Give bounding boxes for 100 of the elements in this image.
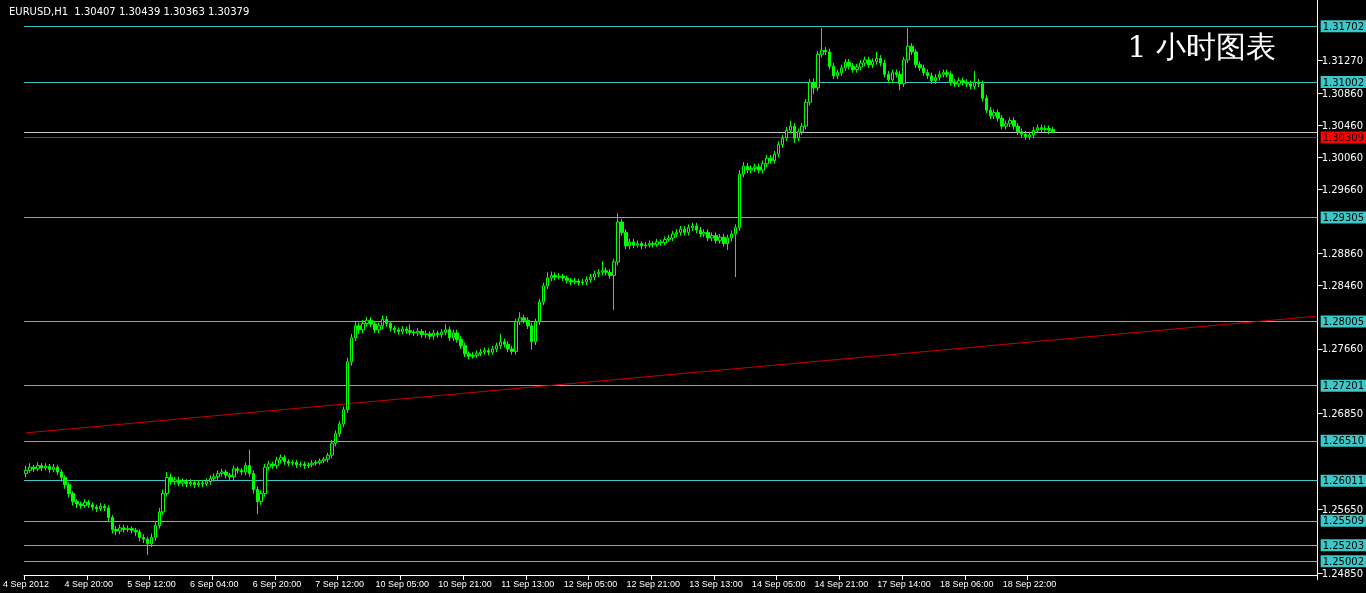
candlestick <box>44 462 47 471</box>
candlestick <box>891 68 894 84</box>
candlestick <box>373 321 377 334</box>
candlestick <box>295 459 298 469</box>
candlestick <box>24 465 28 479</box>
ref-line-label: 1.26011 <box>1322 475 1365 487</box>
candlestick <box>632 238 635 249</box>
x-tick-label: 14 Sep 05:00 <box>751 578 806 589</box>
candlestick <box>675 228 678 238</box>
candlestick <box>659 239 663 247</box>
candlestick <box>577 278 580 287</box>
candlestick <box>130 525 134 534</box>
candlestick <box>702 228 706 238</box>
candlestick <box>930 72 933 85</box>
candlestick <box>220 468 224 478</box>
candlestick <box>867 56 871 69</box>
candlestick <box>436 330 439 339</box>
candlestick <box>40 462 43 472</box>
candlestick <box>593 270 596 281</box>
y-tick-label: 1.30860 <box>1321 87 1364 99</box>
candlestick <box>432 329 435 340</box>
candlestick <box>393 325 396 334</box>
candlestick <box>216 469 220 481</box>
y-tick-label: 1.28460 <box>1321 279 1364 291</box>
x-tick-label: 12 Sep 05:00 <box>563 578 618 589</box>
candlestick <box>651 240 655 249</box>
candlestick <box>691 222 694 232</box>
candlestick <box>283 454 286 466</box>
x-tick-label: 6 Sep 20:00 <box>252 578 302 589</box>
candlestick <box>640 240 643 250</box>
candlestick <box>695 222 698 234</box>
candlestick <box>448 326 451 342</box>
candlestick <box>506 340 510 353</box>
candlestick <box>173 476 177 486</box>
ref-line-label: 1.29305 <box>1322 212 1365 224</box>
candlestick <box>499 333 502 350</box>
candlestick <box>87 499 90 509</box>
candlestick <box>138 528 141 542</box>
candlestick <box>938 70 941 82</box>
candlestick <box>401 325 404 336</box>
candlestick <box>299 461 302 468</box>
candlestick <box>601 260 604 277</box>
candlestick <box>83 498 87 509</box>
candlestick <box>926 68 929 80</box>
x-tick-label: 17 Sep 14:00 <box>877 578 931 589</box>
x-tick-label: 4 Sep 20:00 <box>64 578 114 589</box>
candlestick <box>746 162 749 174</box>
y-tick-label: 1.30460 <box>1321 119 1364 131</box>
x-tick-label: 7 Sep 12:00 <box>315 578 364 589</box>
candlestick <box>479 348 482 357</box>
candlestick <box>687 223 690 237</box>
candlestick <box>322 456 326 464</box>
candlestick <box>589 273 592 284</box>
candlestick <box>118 524 122 535</box>
candlestick <box>569 277 573 286</box>
candlestick <box>648 239 651 249</box>
candlestick <box>581 278 584 286</box>
candlestick <box>271 461 275 470</box>
x-tick-label: 18 Sep 22:00 <box>1002 578 1057 589</box>
candlestick <box>181 477 185 487</box>
y-tick-label: 1.24850 <box>1321 567 1364 579</box>
text: EURUSD,H1 1.30407 1.30439 1.30363 1.30379 <box>9 5 250 17</box>
candlestick <box>475 350 479 359</box>
candlestick <box>757 163 761 174</box>
candlestick <box>408 323 412 336</box>
x-tick-label: 13 Sep 13:00 <box>689 578 743 589</box>
x-tick-label: 18 Sep 06:00 <box>940 578 994 589</box>
candlestick <box>710 231 714 242</box>
x-tick-label: 6 Sep 04:00 <box>189 578 239 589</box>
candlestick <box>209 474 212 486</box>
x-tick-label: 10 Sep 21:00 <box>438 578 492 589</box>
candlestick <box>992 108 996 120</box>
candlestick <box>205 477 208 487</box>
y-tick-label: 1.27660 <box>1321 343 1364 355</box>
candlestick <box>487 347 490 356</box>
candlestick <box>1043 124 1047 133</box>
candlestick <box>573 277 577 285</box>
candlestick <box>201 480 204 488</box>
ref-line-label: 1.27201 <box>1322 380 1365 392</box>
candlestick <box>185 478 188 488</box>
candlestick <box>424 330 428 339</box>
y-tick-label: 1.30060 <box>1321 151 1364 163</box>
candlestick <box>851 62 855 74</box>
candlestick <box>307 461 310 469</box>
candlestick <box>1032 126 1035 139</box>
candlestick <box>32 464 36 473</box>
ref-line-label: 1.31702 <box>1322 20 1365 32</box>
candlestick <box>553 271 557 281</box>
candlestick <box>99 502 102 512</box>
candlestick <box>389 320 392 332</box>
candlestick <box>303 461 306 470</box>
candlestick <box>855 63 859 74</box>
candlestick <box>749 164 753 174</box>
x-tick-label: 11 Sep 13:00 <box>501 578 555 589</box>
candlestick <box>405 326 408 335</box>
candlestick <box>314 459 318 467</box>
candlestick <box>561 273 565 282</box>
candlestick <box>1024 130 1027 141</box>
candlestick <box>949 70 953 86</box>
candlestick <box>420 328 424 339</box>
